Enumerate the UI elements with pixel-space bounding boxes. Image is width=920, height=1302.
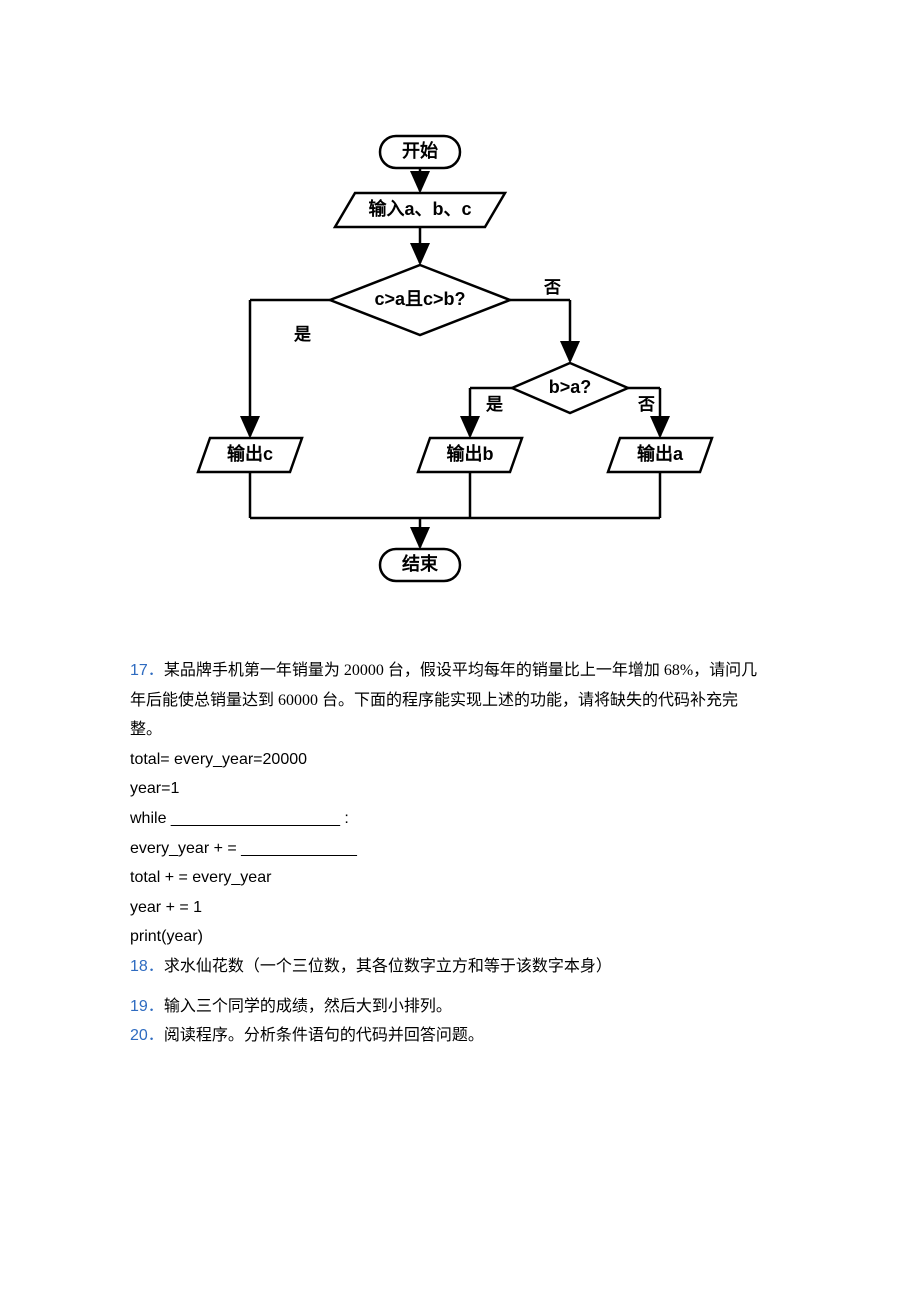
node-end-label: 结束 bbox=[402, 553, 439, 574]
q17-text1: 某品牌手机第一年销量为 20000 台，假设平均每年的销量比上一年增加 68%，… bbox=[164, 662, 757, 679]
q17-text2: 年后能使总销量达到 60000 台。下面的程序能实现上述的功能，请将缺失的代码补… bbox=[130, 686, 795, 716]
q18-text: 求水仙花数（一个三位数，其各位数字立方和等于该数字本身） bbox=[164, 958, 612, 975]
node-start-label: 开始 bbox=[402, 140, 438, 161]
node-outa-label: 输出a bbox=[637, 443, 684, 464]
q18-line: 18．求水仙花数（一个三位数，其各位数字立方和等于该数字本身） bbox=[130, 952, 795, 982]
q17-text3: 整。 bbox=[130, 715, 795, 745]
q19-text: 输入三个同学的成绩，然后大到小排列。 bbox=[164, 998, 452, 1015]
q20-line: 20．阅读程序。分析条件语句的代码并回答问题。 bbox=[130, 1021, 795, 1051]
q20-text: 阅读程序。分析条件语句的代码并回答问题。 bbox=[164, 1027, 484, 1044]
node-d1-label: c>a且c>b? bbox=[374, 289, 465, 309]
code-l1: total= every_year=20000 bbox=[130, 745, 795, 775]
d2-yes-label: 是 bbox=[486, 395, 503, 414]
q19-line: 19．输入三个同学的成绩，然后大到小排列。 bbox=[130, 992, 795, 1022]
d1-no-label: 否 bbox=[543, 278, 561, 297]
node-outb-label: 输出b bbox=[447, 443, 494, 464]
code-l7: print(year) bbox=[130, 922, 795, 952]
code-l2: year=1 bbox=[130, 774, 795, 804]
q17-line1: 17．某品牌手机第一年销量为 20000 台，假设平均每年的销量比上一年增加 6… bbox=[130, 656, 795, 686]
q19-number: 19． bbox=[130, 998, 164, 1015]
code-l5: total + = every_year bbox=[130, 863, 795, 893]
flowchart-diagram: 开始 输入a、b、c c>a且c>b? b>a? 输出c 输出b 输出a 结束 … bbox=[190, 130, 730, 610]
code-l6: year + = 1 bbox=[130, 893, 795, 923]
d1-yes-label: 是 bbox=[294, 325, 311, 344]
node-outc-label: 输出c bbox=[227, 443, 273, 464]
q20-number: 20． bbox=[130, 1027, 164, 1044]
code-l4: every_year + = _____________ bbox=[130, 834, 795, 864]
code-l3: while ___________________ : bbox=[130, 804, 795, 834]
node-d2-label: b>a? bbox=[549, 377, 592, 397]
q18-number: 18． bbox=[130, 958, 164, 975]
q17-number: 17． bbox=[130, 662, 164, 679]
question-content: 17．某品牌手机第一年销量为 20000 台，假设平均每年的销量比上一年增加 6… bbox=[130, 656, 795, 1051]
node-input-label: 输入a、b、c bbox=[368, 198, 471, 219]
d2-no-label: 否 bbox=[637, 395, 655, 414]
